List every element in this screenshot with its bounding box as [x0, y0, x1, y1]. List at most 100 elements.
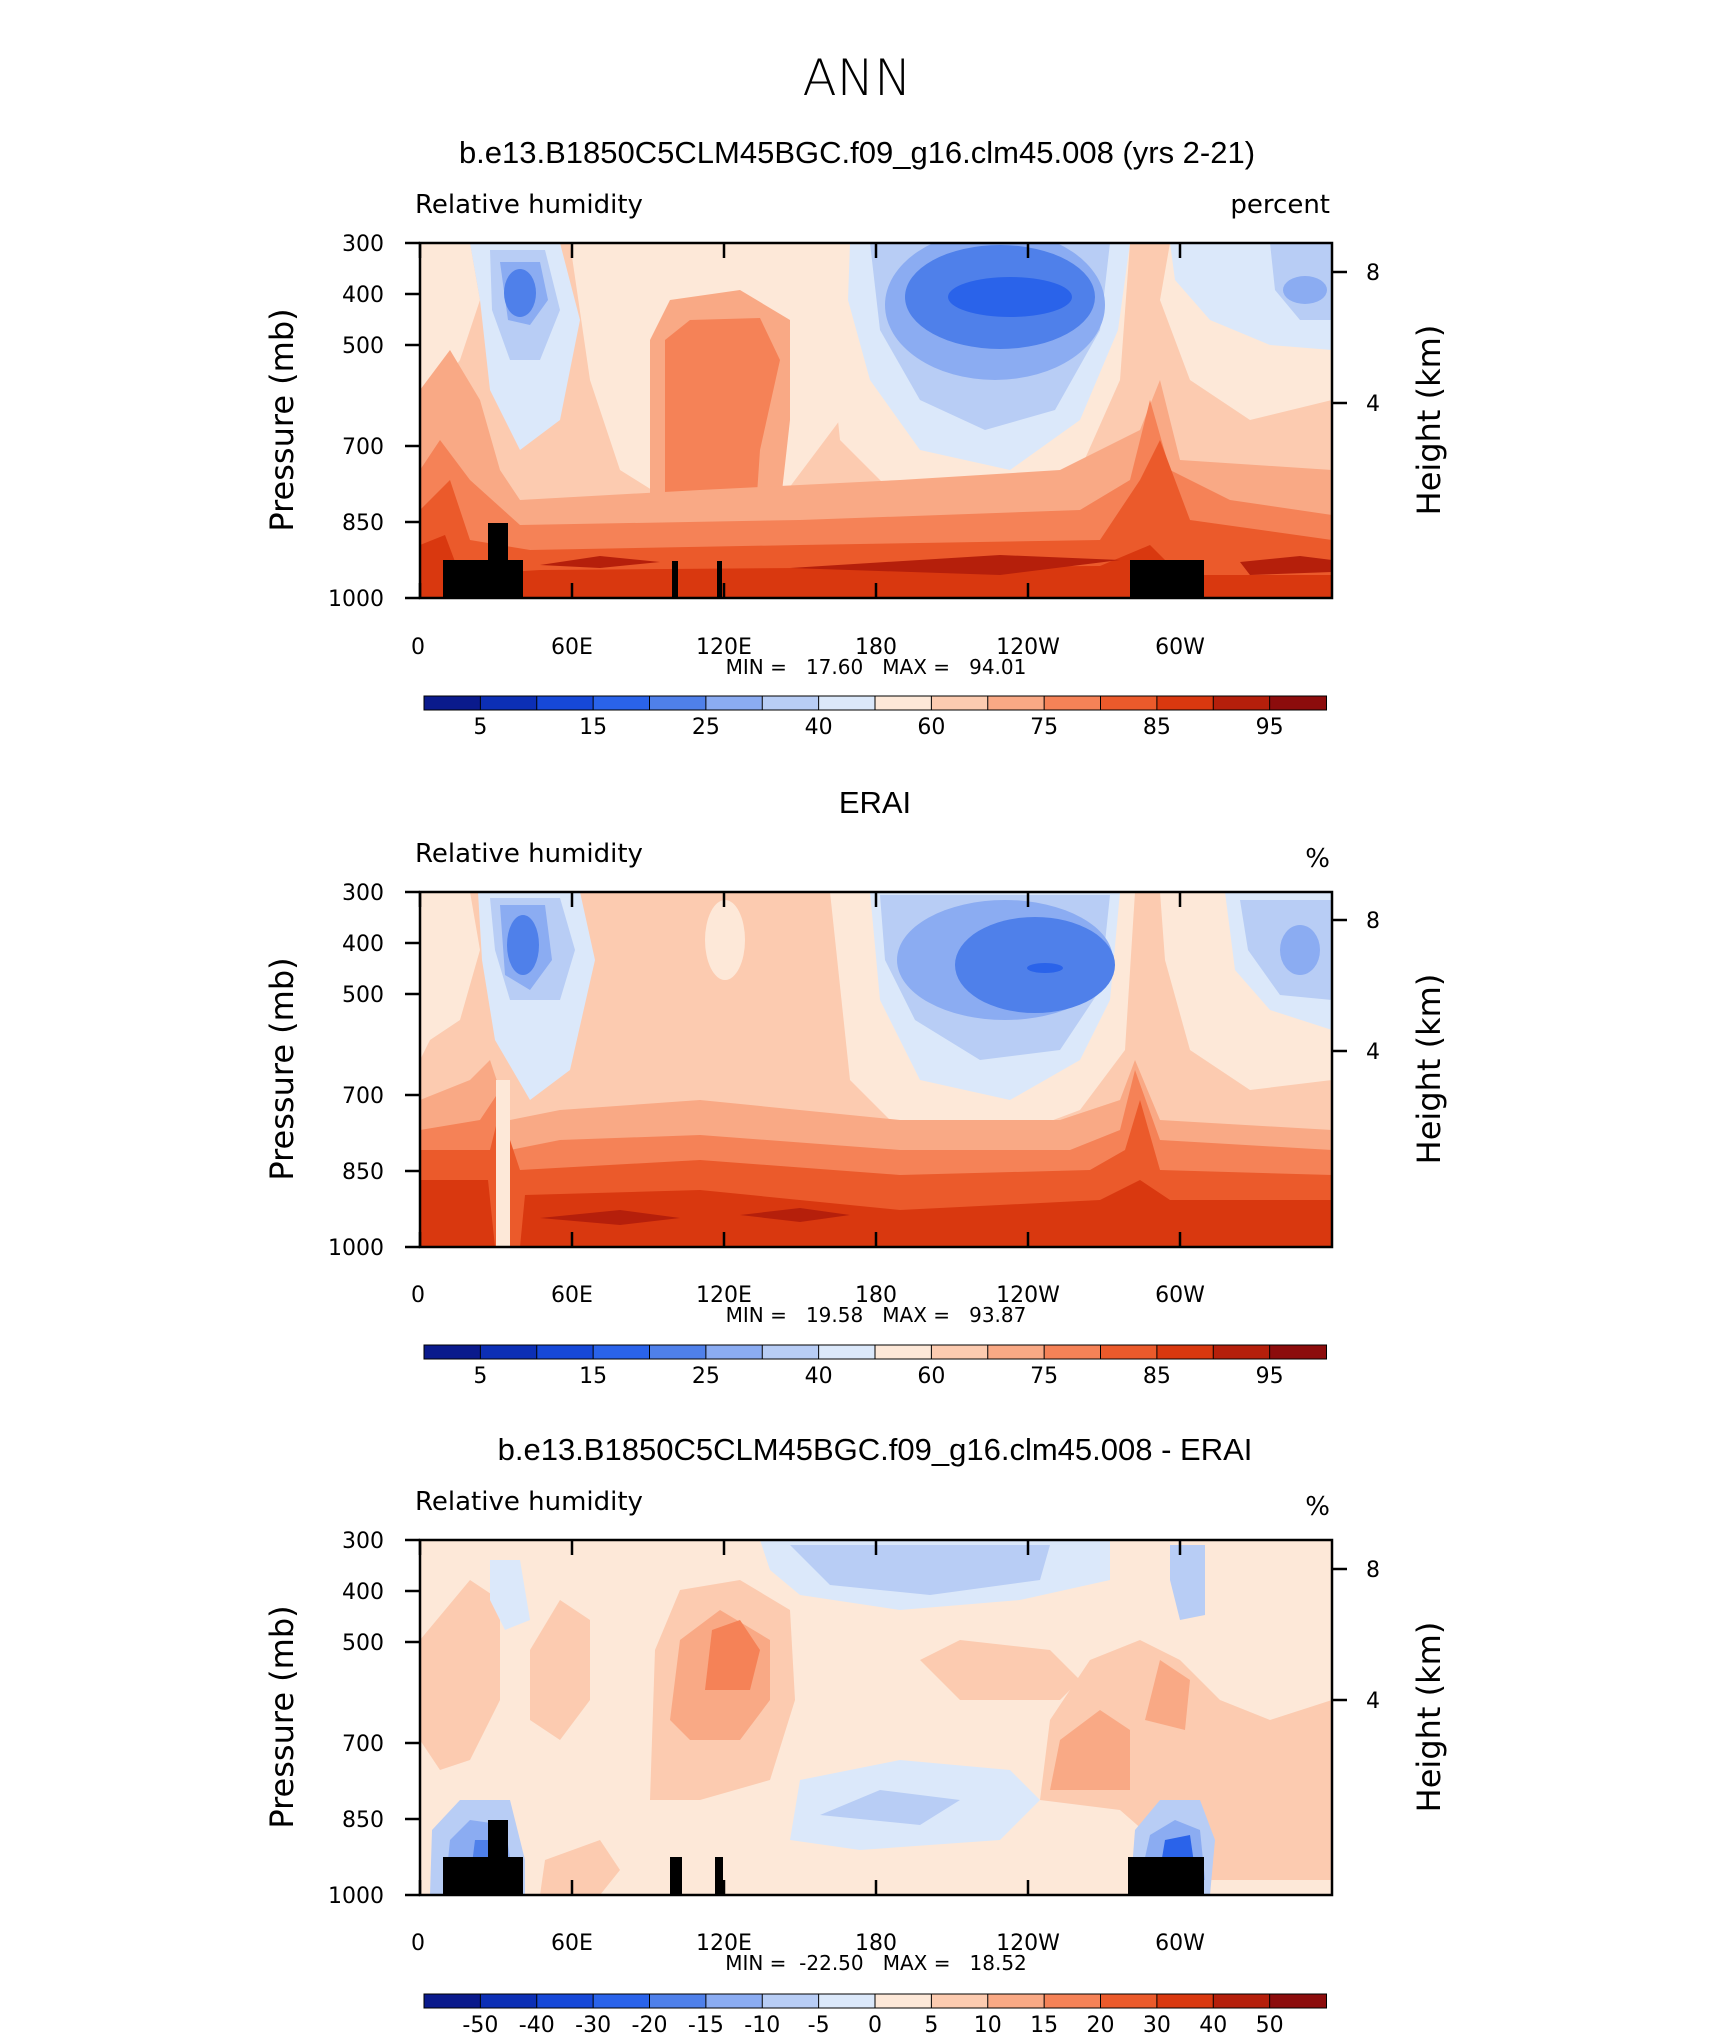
positive-region-africa	[530, 1600, 590, 1740]
arabia-core	[504, 269, 536, 317]
y-tick-label: 700	[342, 435, 384, 460]
contour-field	[420, 1540, 1332, 1895]
colorbar-label: 40	[805, 1364, 833, 1389]
y-axis-right: 8 4 Height (km)	[1332, 1558, 1448, 1812]
y-tick-label: 500	[342, 1631, 384, 1656]
colorbar-swatch	[1043, 1344, 1102, 1360]
colorbar-label: -10	[744, 2013, 780, 2038]
colorbar-swatch	[1100, 1344, 1158, 1360]
colorbar-label: 40	[1199, 2013, 1227, 2038]
colorbar-label: 5	[924, 2013, 938, 2038]
y-tick-label: 300	[342, 232, 384, 257]
topography-mask-borneo	[715, 1857, 723, 1895]
y-tick-label: 300	[342, 881, 384, 906]
colorbar: 5 15 25 40 60 75 85 95	[423, 695, 1328, 740]
positive-region-east-3	[1145, 1660, 1190, 1730]
topography-mask-andes	[1130, 560, 1204, 598]
topography-mask-sumatra	[670, 1857, 682, 1895]
colorbar-label: 60	[917, 1364, 945, 1389]
y-tick-label: 850	[342, 511, 384, 536]
colorbar-swatch	[1269, 1344, 1328, 1360]
colorbar-swatch	[1043, 695, 1102, 711]
y-tick-label: 1000	[328, 1236, 384, 1261]
colorbar-swatch	[930, 1993, 989, 2009]
y-axis-label: Pressure (mb)	[263, 308, 301, 531]
lower-layer-4	[420, 1180, 1332, 1247]
colorbar-swatch	[1156, 1993, 1215, 2009]
colorbar-label: 75	[1030, 715, 1058, 740]
y-axis-right: 8 4 Height (km)	[1332, 909, 1448, 1164]
colorbar-swatch	[1212, 1344, 1271, 1360]
colorbar-label: 40	[805, 715, 833, 740]
y-tick-label: 850	[342, 1808, 384, 1833]
y-tick-label: 700	[342, 1732, 384, 1757]
x-tick-label: 120E	[696, 1931, 752, 1956]
x-tick-label: 0	[411, 1283, 425, 1308]
y-axis: 300 400 500 700 850 1000 Pressure (mb)	[263, 881, 420, 1261]
colorbar-label: 95	[1256, 1364, 1284, 1389]
page-title: ANN	[802, 49, 911, 107]
x-tick-label: 60W	[1155, 1283, 1205, 1308]
panel-subtitle-right: %	[1305, 844, 1330, 874]
x-axis: 0 60E 120E 180 120W 60W	[411, 243, 1205, 660]
colorbar-swatch	[479, 695, 538, 711]
positive-region-maritime-core	[705, 1620, 760, 1690]
topography-mask-ethiopia	[488, 1820, 508, 1860]
positive-region-pacific	[920, 1640, 1080, 1700]
colorbar: -50 -40 -30 -20 -15 -10 -5 0 5 10 15 20 30 40 50	[423, 1993, 1328, 2038]
y-right-axis-label: Height (km)	[1410, 325, 1448, 516]
topography-mask-andes	[1128, 1857, 1204, 1895]
colorbar-swatch	[1269, 1993, 1328, 2009]
colorbar-label: 10	[974, 2013, 1002, 2038]
panel-subtitle-right: %	[1305, 1492, 1330, 1522]
east-pacific-blue-core	[1283, 276, 1327, 304]
pacific-blue-core	[948, 277, 1072, 317]
topography-mask-sumatra	[672, 561, 678, 598]
x-tick-label: 180	[855, 1283, 897, 1308]
topography-mask-africa	[443, 560, 523, 598]
colorbar-swatch	[1100, 695, 1158, 711]
y-tick-label: 400	[342, 932, 384, 957]
colorbar-swatch	[987, 1993, 1046, 2009]
colorbar-swatch	[930, 1344, 989, 1360]
lower-layer-4	[420, 535, 1332, 598]
colorbar-label: 5	[473, 1364, 487, 1389]
dry-strip	[496, 1080, 510, 1247]
colorbar-swatch	[761, 695, 820, 711]
colorbar-swatch	[705, 1344, 764, 1360]
y-tick-label: 500	[342, 983, 384, 1008]
x-tick-label: 60E	[551, 1931, 593, 1956]
y-tick-label: 1000	[328, 1884, 384, 1909]
colorbar-swatch	[761, 1993, 820, 2009]
colorbar-swatch	[649, 695, 707, 711]
x-axis: 0 60E 120E 180 120W 60W	[411, 1540, 1205, 1956]
x-tick-label: 60W	[1155, 1931, 1205, 1956]
colorbar-label: -20	[632, 2013, 668, 2038]
y-tick-label: 400	[342, 1580, 384, 1605]
positive-region-east-2	[1050, 1710, 1130, 1790]
pacific-blue-core	[1027, 963, 1063, 973]
maritime-pale	[705, 900, 745, 980]
y-right-tick-label: 8	[1366, 261, 1380, 286]
topography-mask-ethiopia	[488, 523, 508, 563]
x-tick-label: 60W	[1155, 635, 1205, 660]
colorbar-label: -30	[575, 2013, 611, 2038]
positive-region-east	[1040, 1640, 1332, 1880]
colorbar-label: 85	[1143, 1364, 1171, 1389]
x-tick-label: 180	[855, 635, 897, 660]
colorbar-swatch	[818, 1344, 877, 1360]
colorbar-label: -5	[808, 2013, 830, 2038]
x-tick-label: 120E	[696, 1283, 752, 1308]
panel-model: b.e13.B1850C5CLM45BGC.f09_g16.clm45.008 …	[263, 135, 1448, 740]
colorbar-swatch	[592, 1344, 651, 1360]
positive-region-low-west	[540, 1840, 620, 1895]
colorbar-label: -50	[462, 2013, 498, 2038]
y-tick-label: 850	[342, 1160, 384, 1185]
colorbar-label: 30	[1143, 2013, 1171, 2038]
colorbar-swatch	[1156, 1344, 1215, 1360]
panel-subtitle-left: Relative humidity	[415, 190, 643, 220]
x-tick-label: 120E	[696, 635, 752, 660]
panel-title: ERAI	[839, 785, 911, 820]
panel-observations: ERAI Relative humidity %	[263, 785, 1448, 1389]
y-tick-label: 400	[342, 283, 384, 308]
